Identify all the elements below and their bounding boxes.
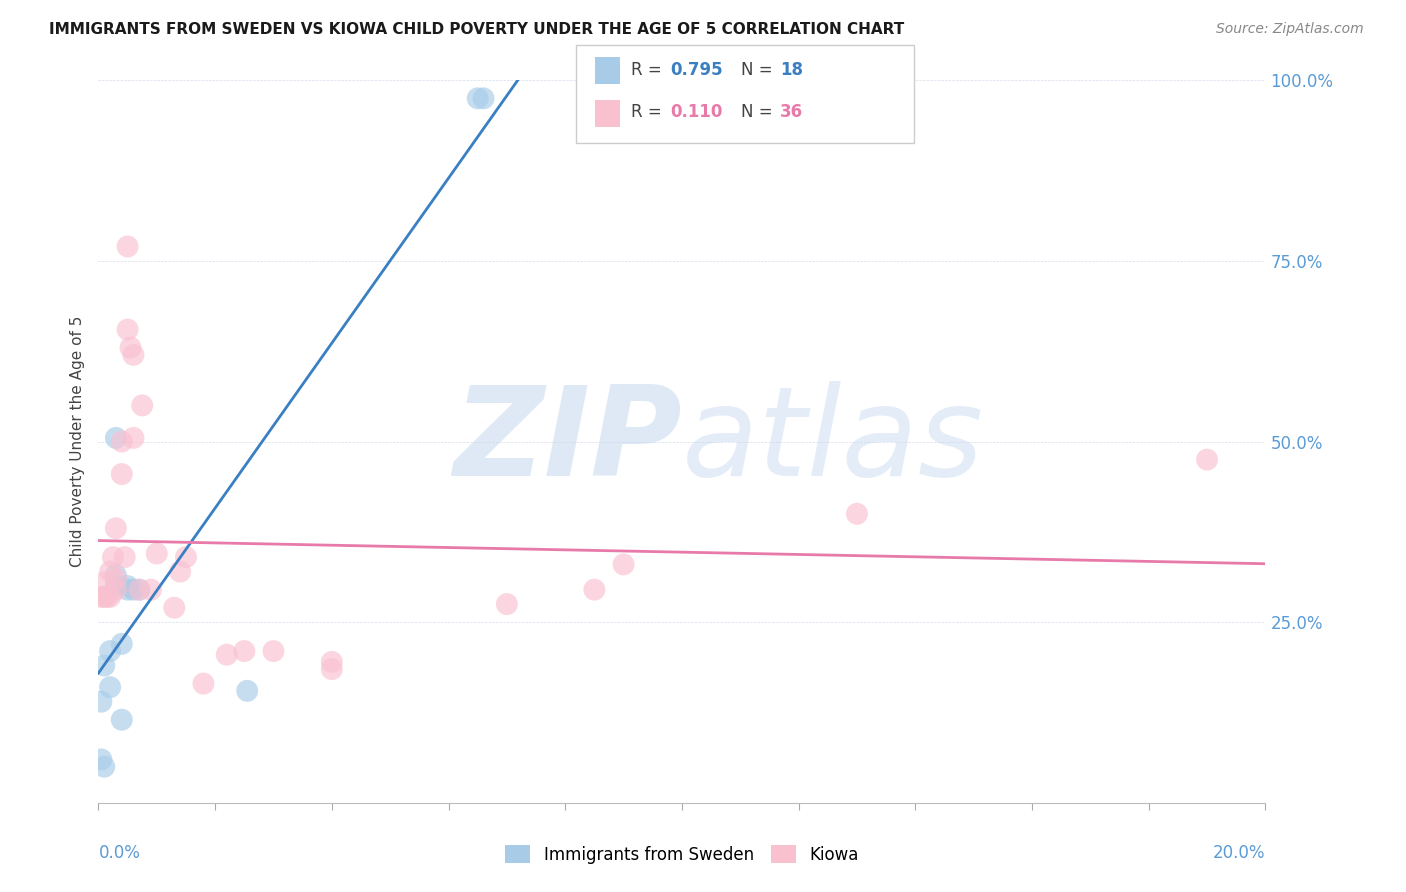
Text: Source: ZipAtlas.com: Source: ZipAtlas.com (1216, 22, 1364, 37)
Point (90, 695, 112, 709)
Point (174, 550, 197, 565)
Text: IMMIGRANTS FROM SWEDEN VS KIOWA CHILD POVERTY UNDER THE AGE OF 5 CORRELATION CHA: IMMIGRANTS FROM SWEDEN VS KIOWA CHILD PO… (49, 22, 904, 37)
Text: R =: R = (631, 103, 668, 121)
Point (472, 91, 495, 105)
Point (93, 760, 115, 774)
Text: atlas: atlas (682, 381, 984, 502)
Point (131, 398, 153, 412)
Point (496, 597, 519, 611)
Point (146, 547, 169, 561)
Point (321, 662, 343, 676)
Point (321, 655, 343, 669)
Point (122, 582, 145, 597)
Point (117, 239, 139, 253)
Point (139, 582, 162, 597)
Point (117, 579, 139, 593)
Point (128, 582, 150, 597)
Y-axis label: Child Poverty Under the Age of 5: Child Poverty Under the Age of 5 (69, 316, 84, 567)
Point (122, 348, 145, 362)
Text: 36: 36 (780, 103, 803, 121)
Point (117, 582, 139, 597)
Point (111, 637, 134, 651)
Point (193, 676, 215, 690)
Text: 18: 18 (780, 61, 803, 78)
Point (114, 550, 136, 565)
Point (93, 590, 115, 604)
Point (583, 582, 606, 597)
Point (104, 521, 127, 535)
Point (93, 658, 115, 673)
Point (111, 434, 134, 449)
Point (104, 572, 127, 586)
Point (104, 579, 127, 593)
Point (98, 680, 121, 694)
Point (846, 507, 869, 521)
Point (104, 431, 127, 445)
Point (169, 565, 191, 579)
Point (111, 467, 134, 481)
Point (236, 683, 259, 698)
Text: N =: N = (741, 103, 778, 121)
Text: 0.0%: 0.0% (98, 845, 141, 863)
Point (98, 565, 121, 579)
Point (233, 644, 256, 658)
Text: 0.795: 0.795 (671, 61, 723, 78)
Point (98, 644, 121, 658)
Text: 20.0%: 20.0% (1213, 845, 1265, 863)
Point (90, 752, 112, 766)
Text: N =: N = (741, 61, 778, 78)
Point (215, 648, 238, 662)
Point (122, 431, 145, 445)
Point (120, 341, 142, 355)
Point (163, 600, 186, 615)
Point (90, 590, 112, 604)
Point (93, 575, 115, 590)
Point (104, 582, 127, 597)
Point (262, 644, 284, 658)
Point (128, 582, 150, 597)
Text: ZIP: ZIP (453, 381, 682, 502)
Legend: Immigrants from Sweden, Kiowa: Immigrants from Sweden, Kiowa (499, 838, 865, 871)
Point (612, 558, 634, 572)
Point (111, 713, 134, 727)
Point (1195, 452, 1218, 467)
Point (101, 550, 124, 565)
Point (104, 568, 127, 582)
Text: 0.110: 0.110 (671, 103, 723, 121)
Point (98, 590, 121, 604)
Text: R =: R = (631, 61, 668, 78)
Point (96, 590, 118, 604)
Point (117, 322, 139, 336)
Point (467, 91, 489, 105)
